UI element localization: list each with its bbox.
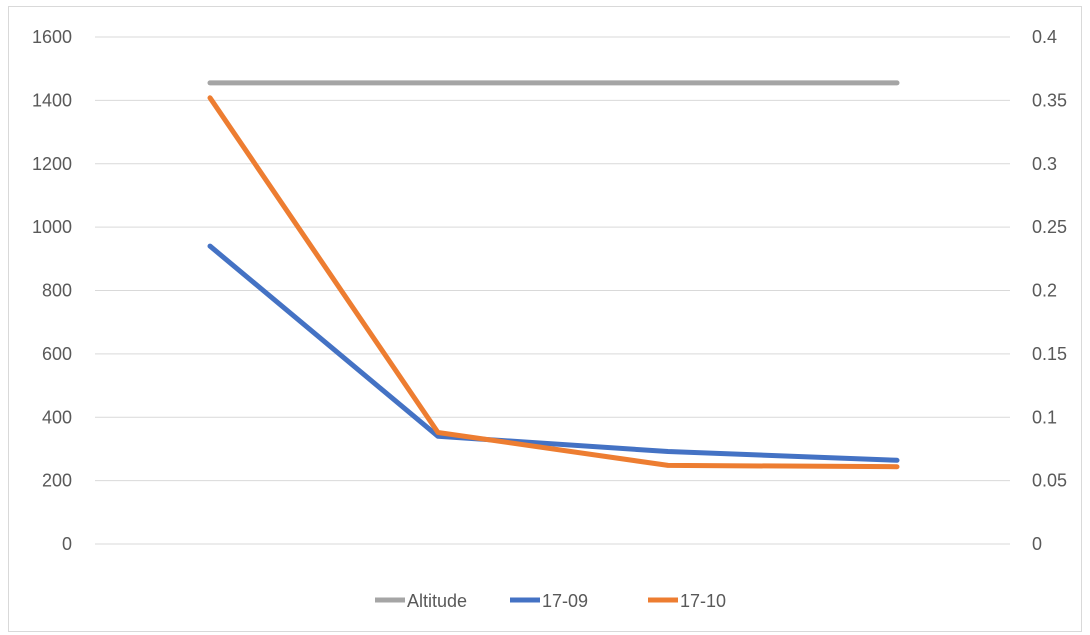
legend-label: 17-09 xyxy=(542,591,588,611)
left-axis-ticks: 0 200 400 600 800 1000 1200 1400 1600 xyxy=(32,27,72,554)
left-tick-label: 1600 xyxy=(32,27,72,47)
left-tick-label: 200 xyxy=(42,471,72,491)
right-tick-label: 0.25 xyxy=(1032,217,1067,237)
right-tick-label: 0 xyxy=(1032,534,1042,554)
right-tick-label: 0.2 xyxy=(1032,281,1057,301)
series-line-17-10 xyxy=(207,95,900,470)
left-tick-label: 1000 xyxy=(32,217,72,237)
right-tick-label: 0.15 xyxy=(1032,344,1067,364)
legend-label: Altitude xyxy=(407,591,467,611)
series-lines xyxy=(207,80,900,470)
chart-frame xyxy=(8,6,1082,632)
left-tick-label: 600 xyxy=(42,344,72,364)
series-line-17-09 xyxy=(207,243,900,463)
left-tick-label: 0 xyxy=(62,534,72,554)
left-tick-label: 800 xyxy=(42,281,72,301)
left-tick-label: 1400 xyxy=(32,90,72,110)
legend-label: 17-10 xyxy=(680,591,726,611)
right-tick-label: 0.3 xyxy=(1032,154,1057,174)
legend: Altitude 17-09 17-10 xyxy=(375,591,726,611)
right-tick-label: 0.05 xyxy=(1032,471,1067,491)
right-tick-label: 0.4 xyxy=(1032,27,1057,47)
right-tick-label: 0.1 xyxy=(1032,407,1057,427)
right-axis-ticks: 0 0.05 0.1 0.15 0.2 0.25 0.3 0.35 0.4 xyxy=(1032,27,1067,554)
left-tick-label: 1200 xyxy=(32,154,72,174)
left-tick-label: 400 xyxy=(42,407,72,427)
gridlines xyxy=(95,36,1010,545)
right-tick-label: 0.35 xyxy=(1032,90,1067,110)
